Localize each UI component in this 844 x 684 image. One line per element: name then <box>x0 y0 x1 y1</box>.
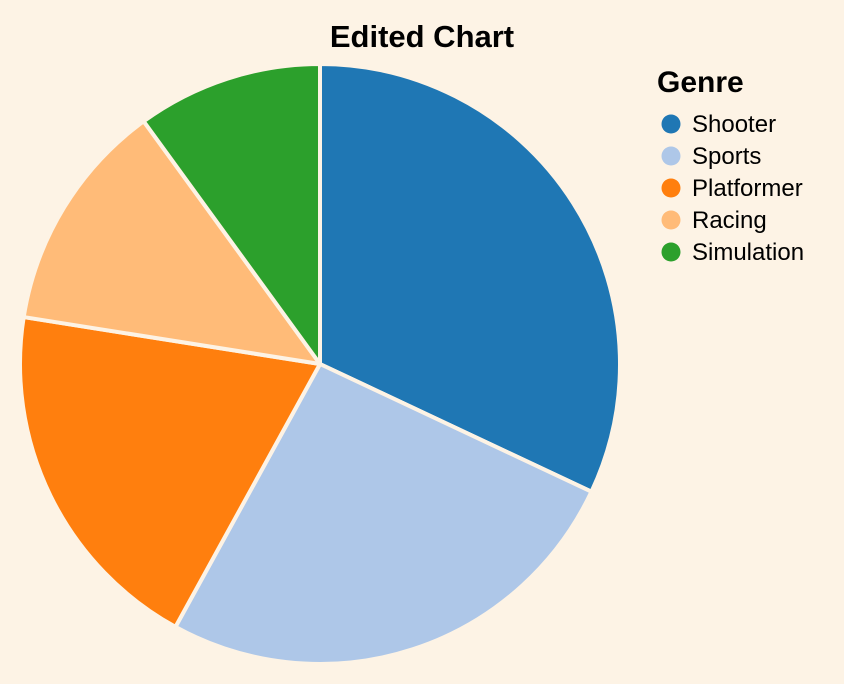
legend-symbol-racing <box>661 210 681 230</box>
legend-item-racing: Racing <box>661 207 767 234</box>
legend-label-platformer: Platformer <box>692 175 803 202</box>
legend: Genre Shooter Sports Platformer Racing Simul… <box>657 66 804 266</box>
legend-symbol-sports <box>661 146 681 166</box>
chart-title: Edited Chart <box>330 19 514 54</box>
legend-symbol-simulation <box>661 242 681 262</box>
pie-slice-shooter <box>318 62 622 494</box>
legend-items: Shooter Sports Platformer Racing Simulation <box>661 111 804 266</box>
legend-item-simulation: Simulation <box>661 239 804 266</box>
pie-slice-platformer <box>18 315 322 629</box>
legend-symbol-platformer <box>661 178 681 198</box>
pie-slice-simulation <box>141 62 322 366</box>
legend-item-platformer: Platformer <box>661 175 803 202</box>
legend-symbol-shooter <box>661 114 681 134</box>
legend-title: Genre <box>657 66 744 99</box>
legend-label-racing: Racing <box>692 207 767 234</box>
pie-slice-racing <box>21 119 322 366</box>
legend-label-sports: Sports <box>692 143 761 170</box>
legend-label-shooter: Shooter <box>692 111 776 138</box>
legend-item-sports: Sports <box>661 143 761 170</box>
pie-slices <box>18 62 622 666</box>
legend-item-shooter: Shooter <box>661 111 776 138</box>
legend-label-simulation: Simulation <box>692 239 804 266</box>
